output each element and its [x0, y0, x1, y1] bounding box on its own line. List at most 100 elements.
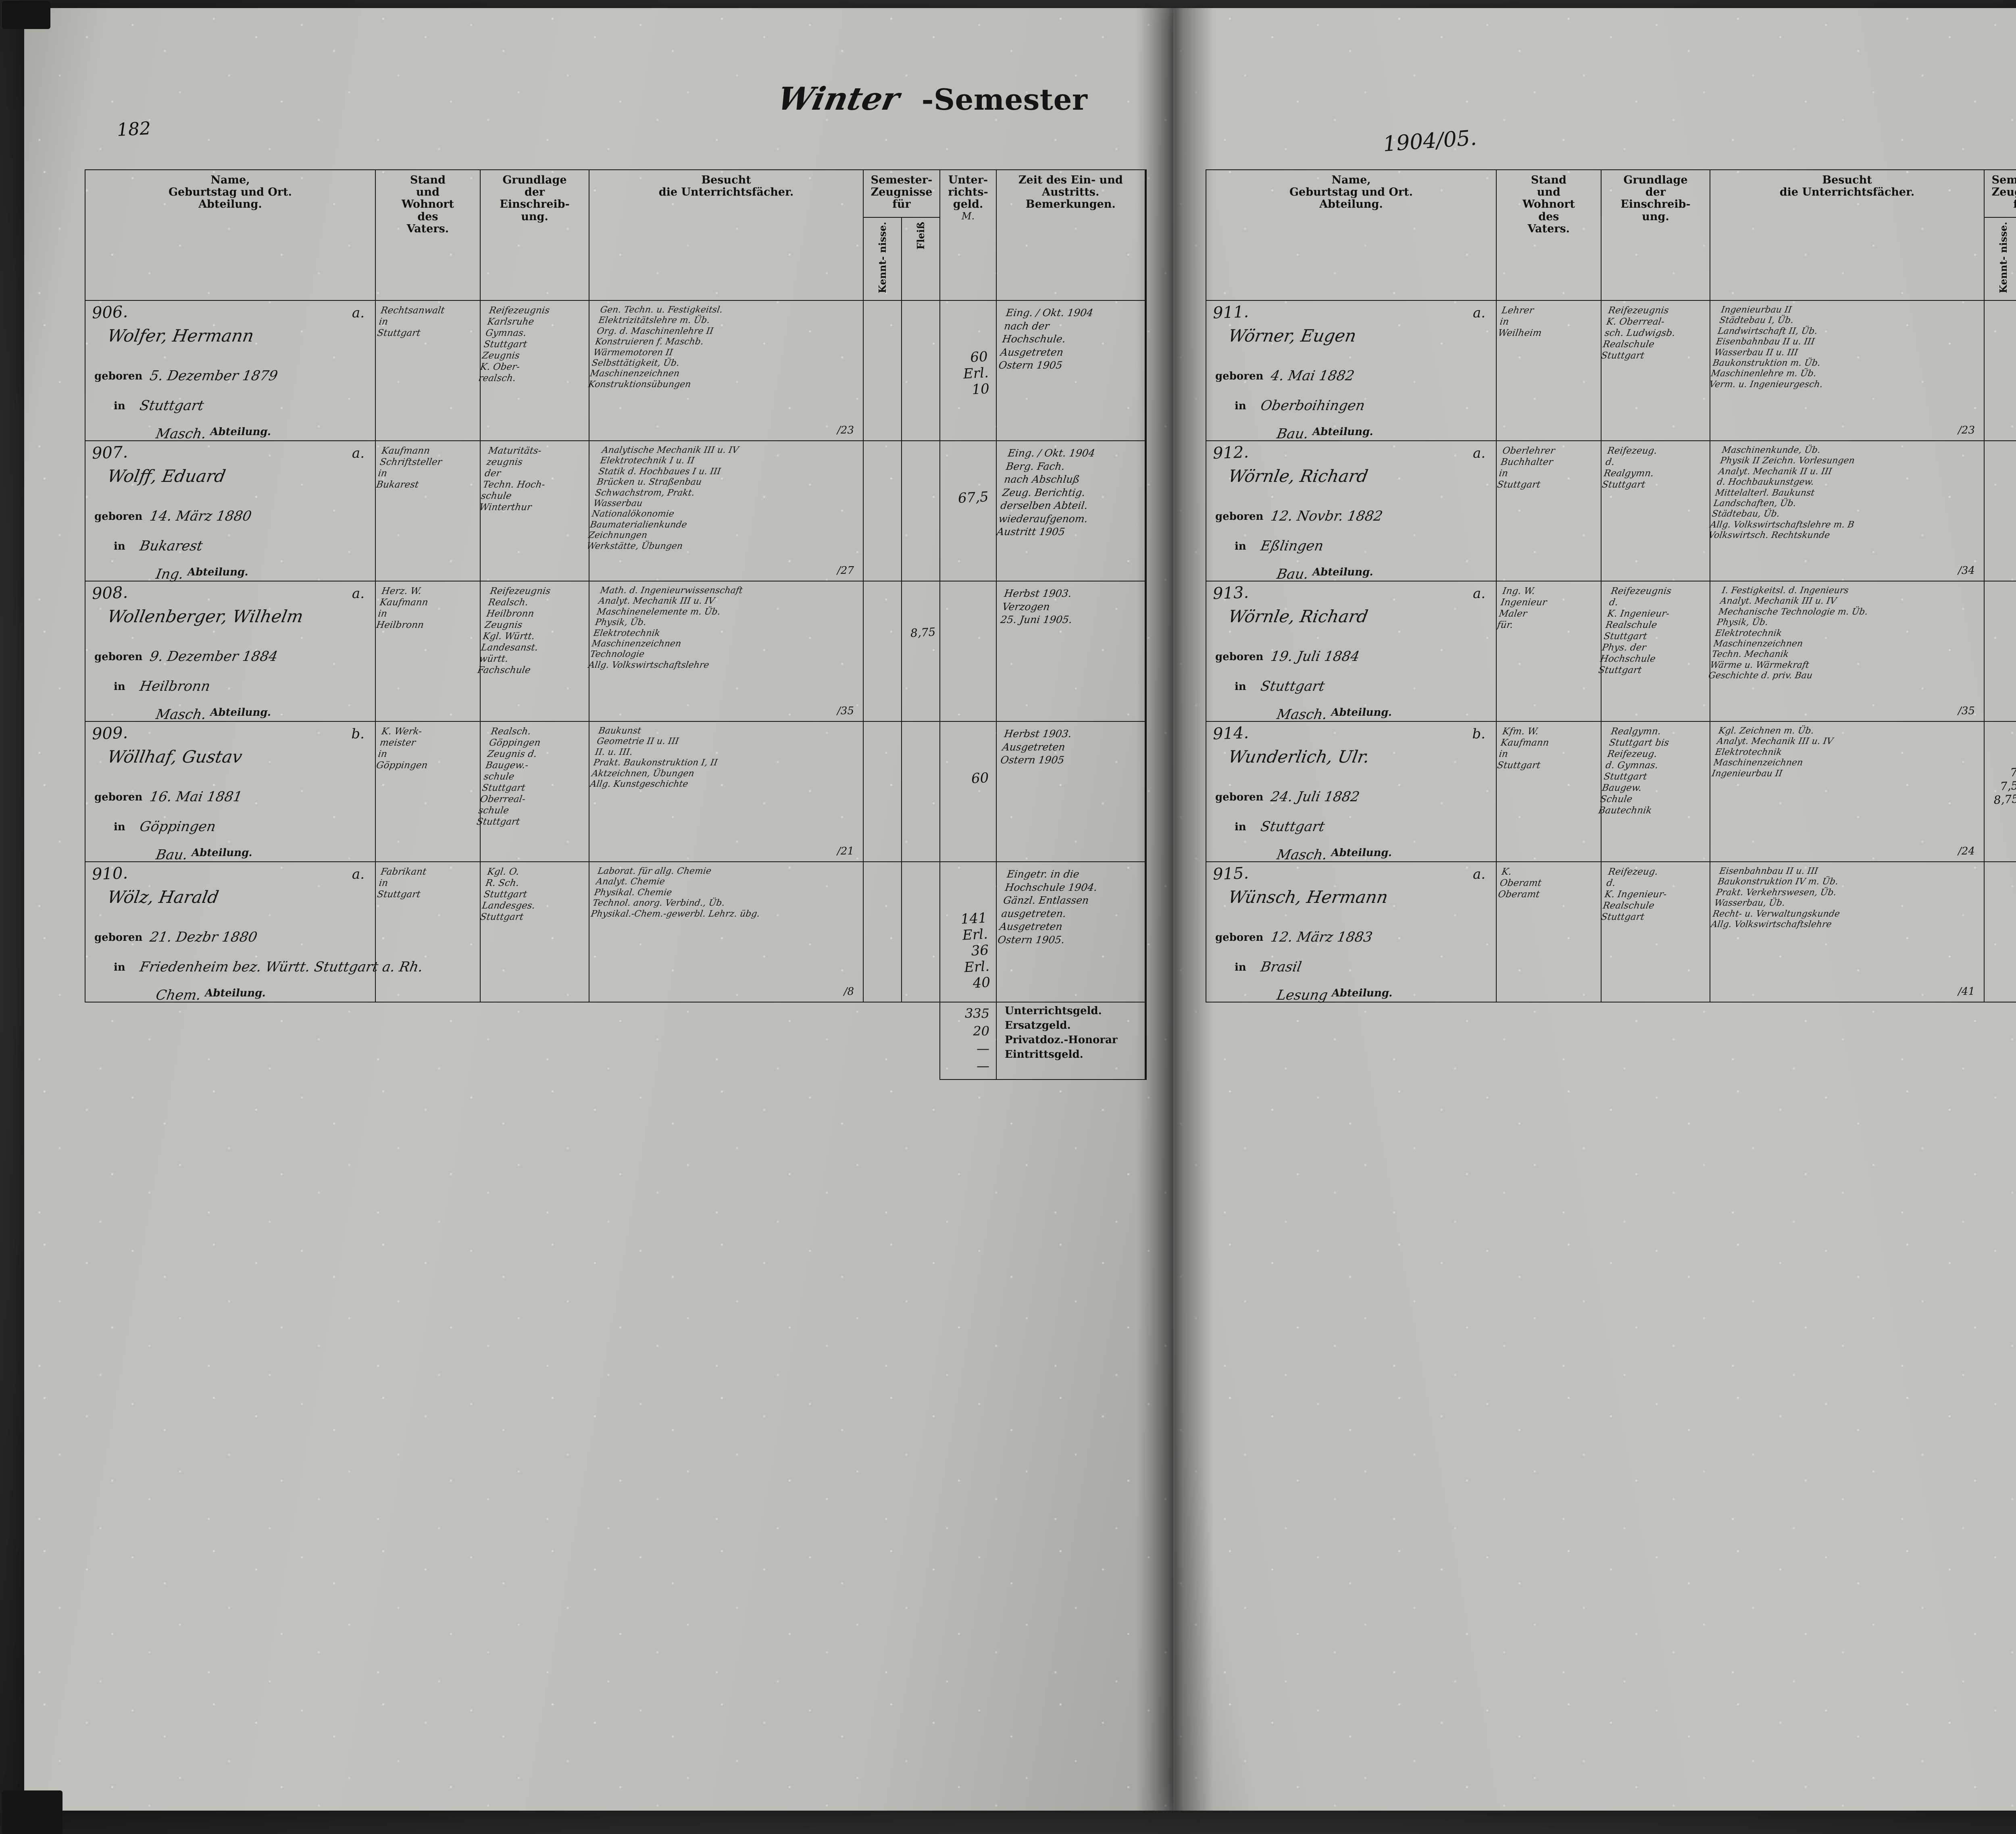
text-line: Elektrotechnik I u. II — [599, 456, 695, 466]
cell-basis[interactable]: Realsch. Göppingen Zeugnis d. Baugew.- schul… — [476, 721, 589, 863]
cell-father[interactable]: Kfm. W. Kaufmann in Stuttgart — [1496, 721, 1602, 863]
text-line: Schriftsteller — [379, 457, 443, 468]
cell-subjects[interactable]: Ingenieurbau II Städtebau I, Üb. Landwirts… — [1709, 300, 1985, 442]
cell-knowledge-grade[interactable] — [1984, 861, 2016, 1003]
cell-subjects[interactable]: Math. d. Ingenieurwissenschaft Analyt. Me… — [588, 581, 864, 722]
cell-basis[interactable]: Reifezeugnis K. Oberreal-sch. Ludwigsb. Re… — [1600, 300, 1710, 442]
cell-father[interactable]: K. Werk-meister in Göppingen — [375, 721, 481, 863]
cell-diligence-grade[interactable] — [901, 861, 941, 1003]
cell-remarks[interactable]: Herbst 1903. Verzogen 25. Juni 1905. — [996, 581, 1147, 722]
cell-diligence-grade[interactable] — [901, 721, 941, 863]
cell-subjects[interactable]: I. Festigkeitsl. d. Ingenieurs Analyt. Me… — [1708, 581, 1985, 722]
cell-fee[interactable]: 141 Erl. 36 Erl. 40 — [939, 861, 997, 1003]
cell-subjects[interactable]: Analytische Mechanik III u. IV Elektrotec… — [586, 440, 864, 582]
cell-name[interactable]: 912. a. Wörnle, Richard geboren 12. Novbr. 1… — [1206, 440, 1497, 582]
table-row[interactable]: 911. a. Wörner, Eugen geboren 4. Mai 1882 in O… — [1206, 300, 2016, 442]
col-header-basis: Grundlage der Einschreib- ung. — [480, 169, 589, 301]
cell-diligence-grade[interactable] — [901, 300, 941, 442]
cell-knowledge-grade[interactable] — [863, 440, 902, 582]
table-row[interactable]: 910. a. Wölz, Harald geboren 21. Dezbr 1880 i… — [85, 861, 1147, 1003]
cell-fee[interactable]: 67,5 — [939, 440, 997, 582]
cell-fee[interactable] — [939, 581, 997, 722]
text-line: Reifezeug. — [1606, 749, 1658, 760]
cell-knowledge-grade[interactable]: 7 7,5 8,75 — [1984, 721, 2016, 863]
cell-name[interactable]: 908. a. Wollenberger, Wilhelm geboren 9. Dez… — [85, 581, 376, 723]
cell-basis[interactable]: Reifezeug. d. Realgymn. Stuttgart — [1601, 440, 1710, 582]
cell-name[interactable]: 911. a. Wörner, Eugen geboren 4. Mai 1882 in O… — [1206, 300, 1497, 442]
table-row[interactable]: 914. b. Wunderlich, Ulr. geboren 24. Juli 18… — [1206, 721, 2016, 863]
cell-knowledge-grade[interactable] — [863, 300, 902, 442]
cell-father[interactable]: Ing. W. Ingenieur Maler für. — [1496, 581, 1602, 722]
cell-diligence-grade[interactable] — [901, 440, 941, 582]
entry-exit-remarks: Eing. / Okt. 1904 Berg. Fach. nach Abschlu… — [996, 447, 1098, 539]
cell-name[interactable]: 914. b. Wunderlich, Ulr. geboren 24. Juli 18… — [1206, 721, 1497, 863]
cell-father[interactable]: Rechtsanwalt in Stuttgart — [375, 300, 481, 442]
table-row[interactable]: 912. a. Wörnle, Richard geboren 12. Novbr. 1… — [1206, 440, 2016, 582]
text-line: Städtebau I, Üb. — [1718, 315, 1795, 326]
text-line: Oberlehrer — [1502, 446, 1556, 456]
table-row[interactable]: 915. a. Wünsch, Hermann geboren 12. März 188… — [1206, 861, 2016, 1003]
cell-subjects[interactable]: Gen. Techn. u. Festigkeitsl. Elektrizität… — [588, 300, 864, 442]
cell-basis[interactable]: Reifezeugnis Karlsruhe Gymnas. Stuttgart Zeu… — [478, 300, 589, 442]
footer-label: Ersatzgeld. — [1005, 1019, 1071, 1032]
text-line: Baugew.- — [485, 760, 529, 771]
label-abteilung: Abteilung. — [1326, 847, 1393, 859]
cell-remarks[interactable]: Eing. / Okt. 1904 nach der Hochschule. Ausg… — [996, 300, 1147, 442]
cell-basis[interactable]: Maturitäts-zeugnis der Techn. Hoch-schule W… — [479, 440, 589, 582]
cell-basis[interactable]: Kgl. O. R. Sch. Stuttgart Landesges. Stuttga… — [479, 861, 589, 1003]
cell-father[interactable]: Kaufmann Schriftsteller in Bukarest — [375, 440, 481, 582]
cell-knowledge-grade[interactable] — [863, 581, 902, 722]
cell-subjects[interactable]: Eisenbahnbau II u. III Baukonstruktion IV… — [1710, 861, 1985, 1003]
text-line: d. — [1606, 878, 1616, 889]
cell-subjects[interactable]: Laborat. für allg. Chemie Analyt. Chemie P… — [589, 861, 864, 1003]
cell-father[interactable]: Lehrer in Weilheim — [1496, 300, 1602, 442]
cell-basis[interactable]: Reifezeugnis d. K. Ingenieur- Realschule Stu… — [1597, 581, 1710, 722]
text-line: 10 — [971, 381, 990, 398]
text-line: ausgetreten. — [1000, 907, 1067, 919]
subject-count-tick: /24 — [1958, 845, 1975, 858]
cell-remarks[interactable]: Herbst 1903. Ausgetreten Ostern 1905 — [996, 721, 1147, 863]
text-line: Prakt. Verkehrswesen, Üb. — [1715, 888, 1837, 898]
cell-knowledge-grade[interactable] — [863, 721, 902, 863]
father-occupation-residence: Lehrer in Weilheim — [1497, 305, 1601, 339]
cell-knowledge-grade[interactable] — [1984, 581, 2016, 722]
cell-subjects[interactable]: Baukunst Geometrie II u. III II. u. III. Pr… — [589, 721, 864, 863]
text-line: R. Sch. — [485, 878, 520, 889]
cell-remarks[interactable]: Eing. / Okt. 1904 Berg. Fach. nach Abschlu… — [996, 440, 1147, 582]
cell-knowledge-grade[interactable] — [863, 861, 902, 1003]
cell-father[interactable]: Oberlehrer Buchhalter in Stuttgart — [1496, 440, 1602, 582]
text-line: 141 — [960, 910, 987, 928]
cell-fee[interactable]: 60 — [939, 721, 997, 863]
text-line: Verzogen — [1002, 600, 1051, 613]
cell-father[interactable]: K. Oberamt Oberamt — [1496, 861, 1602, 1003]
text-line: Landschaften, Üb. — [1712, 498, 1797, 509]
table-row[interactable]: 907. a. Wolff, Eduard geboren 14. März 1880 i… — [85, 440, 1147, 582]
cell-name[interactable]: 907. a. Wolff, Eduard geboren 14. März 1880 i… — [85, 440, 376, 582]
table-row[interactable]: 913. a. Wörnle, Richard geboren 19. Juli 188… — [1206, 581, 2016, 723]
cell-knowledge-grade[interactable] — [1984, 300, 2016, 442]
cell-basis[interactable]: Reifezeugnis Realsch. Heilbronn Zeugnis Kgl.… — [477, 581, 589, 722]
cell-basis[interactable]: Realgymn. Stuttgart bis Reifezeug. d. Gymna… — [1597, 721, 1710, 863]
cell-remarks[interactable]: Eingetr. in die Hochschule 1904. Gänzl. En… — [996, 861, 1147, 1003]
cell-name[interactable]: 913. a. Wörnle, Richard geboren 19. Juli 188… — [1206, 581, 1497, 723]
cell-diligence-grade[interactable]: 8,75 — [901, 581, 941, 722]
table-row[interactable]: 908. a. Wollenberger, Wilhelm geboren 9. Dez… — [85, 581, 1147, 723]
cell-name[interactable]: 906. a. Wolfer, Hermann geboren 5. Dezember … — [85, 300, 376, 442]
table-row[interactable]: 906. a. Wolfer, Hermann geboren 5. Dezember … — [85, 300, 1147, 442]
text-line: Kfm. W. — [1502, 726, 1539, 737]
table-row[interactable]: 909. b. Wöllhaf, Gustav geboren 16. Mai 1881… — [85, 721, 1147, 863]
cell-subjects[interactable]: Kgl. Zeichnen m. Üb. Analyt. Mechanik III… — [1710, 721, 1985, 863]
cell-subjects[interactable]: Maschinenkunde, Üb. Physik II Zeichn. Vor… — [1708, 440, 1985, 582]
cell-father[interactable]: Herz. W. Kaufmann in Heilbronn — [375, 581, 481, 722]
cell-name[interactable]: 915. a. Wünsch, Hermann geboren 12. März 188… — [1206, 861, 1497, 1003]
text-line: in — [378, 878, 389, 889]
cell-knowledge-grade[interactable] — [1984, 440, 2016, 582]
cell-name[interactable]: 909. b. Wöllhaf, Gustav geboren 16. Mai 1881… — [85, 721, 376, 863]
text-line: schule — [480, 491, 512, 502]
cell-name[interactable]: 910. a. Wölz, Harald geboren 21. Dezbr 1880 i… — [85, 861, 424, 1003]
cell-fee[interactable]: 60 Erl. 10 — [939, 300, 997, 442]
text-line: Austritt 1905 — [996, 526, 1066, 538]
cell-father[interactable]: Fabrikant in Stuttgart — [375, 861, 481, 1003]
cell-basis[interactable]: Reifezeug. d. K. Ingenieur- Realschule Stutt… — [1600, 861, 1710, 1003]
birth-date: 5. Dezember 1879 — [148, 368, 279, 384]
